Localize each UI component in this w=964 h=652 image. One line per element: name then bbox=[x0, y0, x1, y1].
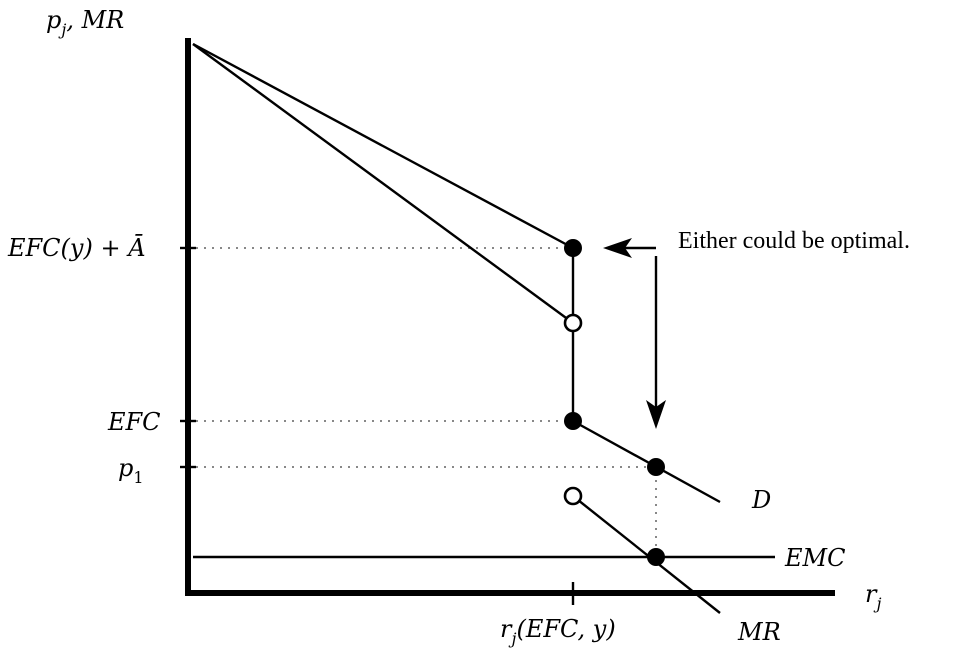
point-efc-filled bbox=[564, 412, 582, 430]
point-p1-filled bbox=[647, 458, 665, 476]
arrow-down-head-icon bbox=[646, 400, 666, 429]
arrow-left-head-icon bbox=[603, 238, 632, 258]
mr-upper-segment bbox=[192, 43, 574, 324]
annotation-either-optimal: Either could be optimal. bbox=[678, 228, 910, 254]
y-tick-label-p1: p1 bbox=[118, 454, 144, 487]
x-axis-label: rj bbox=[865, 580, 881, 613]
x-tick-label-rj: rj(EFC, y) bbox=[500, 615, 616, 648]
demand-label: D bbox=[751, 486, 771, 514]
y-tick-label-efc-plus-a: EFC(y) + Ā bbox=[7, 234, 146, 262]
demand-upper-segment bbox=[192, 42, 574, 250]
y-axis-label: pj, MR bbox=[46, 6, 124, 39]
y-tick-label-efc: EFC bbox=[107, 408, 161, 436]
point-mr-open-upper bbox=[563, 313, 583, 333]
mr-label: MR bbox=[737, 618, 781, 646]
emc-label: EMC bbox=[784, 544, 845, 572]
point-efc-plus-a-filled bbox=[564, 239, 582, 257]
demand-lower-segment bbox=[572, 419, 721, 504]
point-mr-emc-filled bbox=[647, 548, 665, 566]
point-mr-open-lower bbox=[563, 486, 583, 506]
